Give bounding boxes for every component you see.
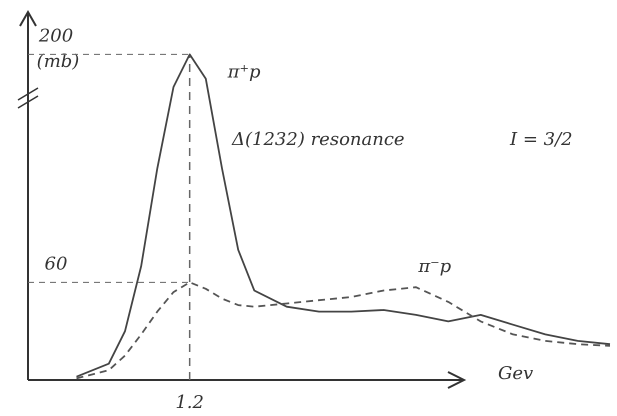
x-tick-label: 1.2 [175,392,204,413]
annotation: Δ(1232) resonance [231,129,405,150]
annotation-isospin: I = 3/2 [509,129,573,150]
x-axis-label: Gev [498,363,533,384]
axis-break [17,87,39,109]
y-axis-arrow [19,9,37,27]
series-line [76,281,611,380]
y-tick-label: 200 [38,25,73,46]
series-label: π⁺p [227,61,261,82]
y-axis-label: (mb) [37,51,80,72]
series-label: π⁻p [417,256,451,277]
series-line [76,53,611,378]
y-tick-label: 60 [45,253,68,274]
x-axis-arrow [447,371,467,389]
